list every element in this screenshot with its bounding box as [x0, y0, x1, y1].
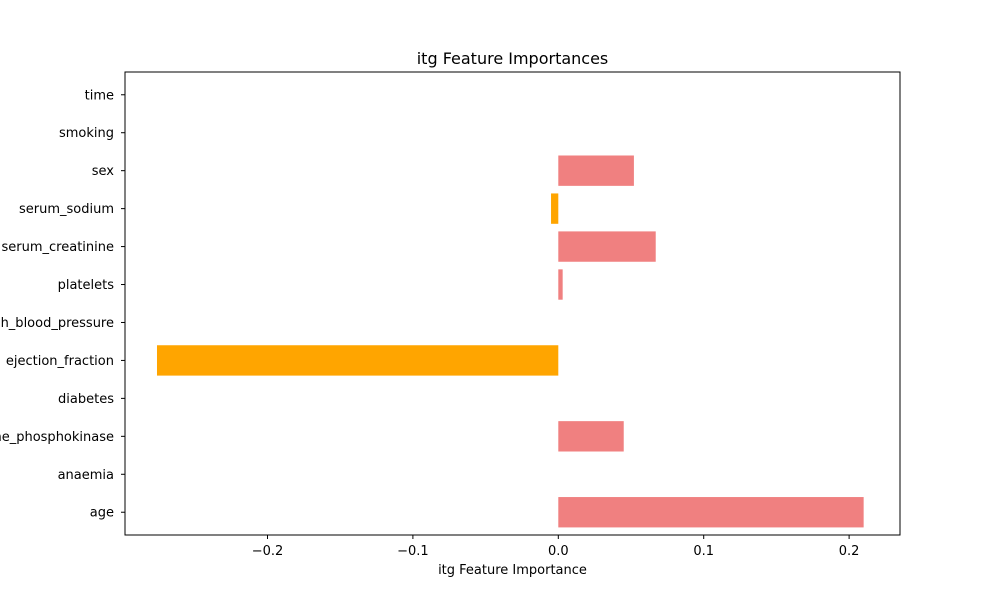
bar-sex	[558, 155, 634, 186]
y-tick-label: serum_sodium	[19, 202, 114, 217]
y-tick-label: anaemia	[58, 468, 114, 483]
bars-group	[156, 155, 864, 528]
y-tick-label: time	[85, 88, 114, 103]
y-tick-label: age	[90, 506, 114, 521]
bar-serum-creatinine	[558, 231, 656, 262]
bar-age	[558, 497, 864, 528]
y-tick-label: smoking	[59, 126, 114, 141]
x-tick-label: 0.1	[693, 544, 714, 559]
bar-platelets	[558, 269, 563, 300]
x-tick-label: 0.2	[839, 544, 860, 559]
bar-ejection-fraction	[156, 345, 559, 376]
y-tick-label: creatinine_phosphokinase	[0, 430, 114, 445]
y-axis-ticks: age anaemia creatinine_phosphokinase diabet…	[0, 88, 125, 521]
x-tick-label: 0.0	[548, 544, 569, 559]
y-tick-label: sex	[92, 164, 115, 179]
x-tick-label: −0.2	[252, 544, 284, 559]
plot-frame	[124, 71, 901, 536]
y-tick-label: diabetes	[58, 392, 114, 407]
bar-serum-sodium	[551, 193, 559, 224]
bar-creatinine-phosphokinase	[558, 421, 624, 452]
y-tick-label: ejection_fraction	[6, 354, 114, 369]
y-tick-label: high_blood_pressure	[0, 316, 114, 331]
y-tick-label: serum_creatinine	[2, 240, 115, 255]
x-axis-ticks: −0.2 −0.1 0.0 0.1 0.2	[252, 535, 860, 559]
x-tick-label: −0.1	[397, 544, 429, 559]
chart-title: itg Feature Importances	[417, 49, 609, 68]
x-axis-label: itg Feature Importance	[438, 563, 587, 578]
y-tick-label: platelets	[58, 278, 115, 293]
